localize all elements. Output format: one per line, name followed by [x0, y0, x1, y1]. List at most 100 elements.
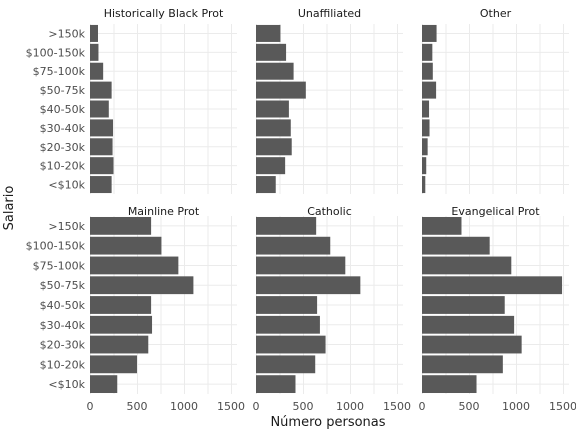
panels-group: Historically Black Prot Unaffiliated Other… — [90, 7, 569, 394]
y-tick-label: <$10k — [48, 378, 85, 391]
bar — [256, 256, 346, 275]
bar — [422, 315, 515, 334]
panel-strip-label: Other — [480, 7, 512, 20]
x-tick-label: 1500 — [549, 400, 576, 413]
y-tick-label: $100-150k — [26, 46, 86, 59]
panel-strip-label: Unaffiliated — [298, 7, 361, 20]
bar — [422, 100, 430, 118]
bar — [256, 276, 361, 295]
bar — [90, 119, 114, 137]
bar — [256, 335, 326, 354]
y-tick-label: >150k — [48, 220, 85, 233]
y-tick-label: $100-150k — [26, 240, 86, 253]
x-tick-label: 500 — [127, 400, 148, 413]
bar — [90, 276, 194, 295]
x-tick-label: 1000 — [170, 400, 198, 413]
bar — [90, 24, 98, 42]
bar — [422, 176, 426, 194]
bar — [422, 375, 477, 394]
bar — [256, 315, 320, 334]
bar — [256, 296, 318, 314]
bar — [256, 355, 316, 374]
y-tick-label: $10-20k — [40, 358, 86, 371]
panel-strip-label: Historically Black Prot — [104, 7, 224, 20]
y-tick-label: $50-75k — [40, 84, 86, 97]
panel-strip-label: Catholic — [307, 205, 352, 218]
bar — [256, 375, 296, 394]
x-tick-label: 1500 — [217, 400, 245, 413]
y-tick-label: $75-100k — [33, 65, 86, 78]
y-tick-label: $20-30k — [40, 339, 86, 352]
panel-catholic: Catholic — [256, 205, 403, 394]
bar — [90, 296, 152, 314]
x-tick-label: 1000 — [502, 400, 530, 413]
y-tick-label: $20-30k — [40, 141, 86, 154]
bar — [90, 236, 162, 255]
bar — [90, 216, 152, 235]
panel-unaffiliated: Unaffiliated — [256, 7, 403, 194]
panel-other: Other — [422, 7, 569, 194]
bar — [422, 216, 462, 235]
bar — [90, 176, 112, 194]
panel-historically-black-prot: Historically Black Prot — [90, 7, 237, 194]
bar — [422, 335, 522, 354]
bar — [256, 81, 306, 99]
bar — [256, 216, 317, 235]
x-tick-labels: 0 500 1000 1500 0 500 1000 1500 0 500 1000 1500 — [87, 400, 576, 413]
bar — [256, 236, 331, 255]
bar — [422, 276, 563, 295]
bar — [90, 81, 112, 99]
bar — [90, 157, 114, 175]
bar — [422, 355, 503, 374]
bar — [90, 256, 179, 275]
bar — [256, 62, 294, 80]
bar — [256, 24, 281, 42]
panel-evangelical-prot: Evangelical Prot — [422, 205, 569, 394]
bar — [90, 315, 153, 334]
bar — [256, 138, 292, 156]
bar — [256, 176, 276, 194]
y-tick-label: $30-40k — [40, 122, 86, 135]
x-tick-label: 0 — [87, 400, 94, 413]
y-tick-label: $75-100k — [33, 259, 86, 272]
y-tick-label: <$10k — [48, 179, 85, 192]
x-tick-label: 500 — [293, 400, 314, 413]
y-axis-title: Salario — [2, 186, 17, 231]
bar — [90, 100, 109, 118]
bar — [422, 157, 427, 175]
bar — [422, 236, 490, 255]
y-tick-label: $30-40k — [40, 319, 86, 332]
bar — [90, 355, 137, 374]
y-tick-label: $50-75k — [40, 279, 86, 292]
bar — [422, 43, 433, 61]
bar — [256, 119, 291, 137]
y-tick-label: $10-20k — [40, 160, 86, 173]
bar — [256, 100, 289, 118]
bar — [90, 62, 104, 80]
panel-strip-label: Evangelical Prot — [451, 205, 540, 218]
panel-strip-label: Mainline Prot — [128, 205, 200, 218]
bar — [422, 256, 512, 275]
bar — [90, 43, 99, 61]
bar — [256, 157, 286, 175]
bar — [422, 296, 505, 314]
x-tick-label: 0 — [253, 400, 260, 413]
bar — [90, 335, 149, 354]
bar — [422, 62, 433, 80]
y-tick-label: $40-50k — [40, 299, 86, 312]
bar — [256, 43, 287, 61]
x-tick-label: 0 — [419, 400, 426, 413]
x-tick-label: 1500 — [383, 400, 411, 413]
bar — [90, 138, 113, 156]
bar — [422, 81, 437, 99]
bar — [90, 375, 118, 394]
x-axis-title: Número personas — [270, 415, 385, 430]
x-tick-label: 1000 — [336, 400, 364, 413]
y-tick-label: $40-50k — [40, 103, 86, 116]
bar — [422, 138, 428, 156]
panel-mainline-prot: Mainline Prot — [90, 205, 237, 394]
bar — [422, 24, 437, 42]
x-tick-label: 500 — [459, 400, 480, 413]
y-tick-label: >150k — [48, 27, 85, 40]
